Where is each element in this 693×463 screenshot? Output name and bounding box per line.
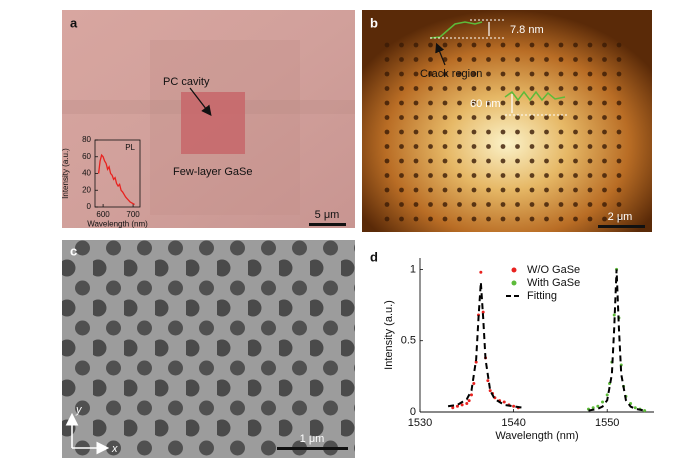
data-point — [512, 404, 516, 408]
legend-label: Fitting — [527, 290, 557, 302]
x-tick-label: 1550 — [595, 417, 619, 429]
panel-label: b — [370, 15, 378, 30]
scalebar-label: 2 μm — [608, 211, 633, 223]
y-tick-label: 80 — [82, 135, 91, 144]
arrow — [189, 87, 212, 117]
x-axis-label: Wavelength (nm) — [495, 430, 578, 442]
scalebar — [598, 225, 645, 228]
y-axis-label: Intensity (a.u.) — [383, 300, 395, 370]
y-tick-label: 0.5 — [401, 335, 416, 347]
scalebar — [309, 223, 346, 226]
data-point — [488, 389, 492, 393]
data-point — [469, 393, 473, 397]
annotation: Crack region — [420, 68, 482, 80]
axis-label: y — [75, 404, 83, 416]
y-tick-label: 40 — [82, 169, 91, 178]
data-point — [596, 404, 600, 408]
y-tick-label: 20 — [82, 185, 91, 194]
y-tick-label: 0 — [87, 202, 92, 211]
y-tick-label: 60 — [82, 152, 91, 161]
height-profile — [429, 21, 483, 39]
panel-a: a PC cavity Few-layer GaSe 5 μm — [62, 10, 355, 228]
panel-label: c — [70, 243, 77, 258]
data-point — [643, 409, 647, 413]
scalebar — [277, 447, 348, 450]
legend-swatch — [511, 267, 517, 273]
height-profile — [504, 90, 566, 102]
legend-swatch — [511, 280, 517, 286]
hole-array — [62, 240, 355, 458]
data-point — [601, 400, 605, 404]
arrow — [435, 42, 446, 66]
annotation: 60 nm — [470, 98, 501, 110]
panel-label: a — [70, 15, 78, 30]
data-point — [481, 310, 485, 314]
pl-line — [97, 153, 135, 206]
hole-array — [378, 36, 630, 228]
x-axis-label: Wavelength (nm) — [87, 220, 148, 229]
annotation: Few-layer GaSe — [173, 166, 252, 178]
scalebar-label: 5 μm — [315, 209, 340, 221]
y-tick-label: 1 — [410, 263, 416, 275]
panel-c: c y x 1 μm — [62, 240, 355, 458]
annotation: PC cavity — [163, 76, 210, 88]
data-point — [474, 360, 478, 364]
axis-label: x — [111, 443, 118, 455]
data-point — [467, 399, 471, 403]
x-tick-label: 1530 — [408, 417, 432, 429]
inset-title: PL — [125, 143, 135, 152]
data-point — [633, 406, 637, 410]
y-axis-label: Intensity (a.u.) — [61, 148, 70, 199]
data-point — [612, 313, 616, 317]
data-point — [502, 400, 506, 404]
y-tick-label: 0 — [410, 406, 416, 418]
data-point — [455, 404, 459, 408]
data-point — [460, 403, 464, 407]
data-point — [479, 270, 483, 274]
x-tick-label: 600 — [96, 210, 110, 219]
panel-label: d — [370, 249, 378, 264]
legend-label: With GaSe — [527, 277, 580, 289]
data-point — [465, 401, 469, 405]
data-point — [591, 406, 595, 410]
panel-b: b 7.8 nm Crack region 60 nm 2 μm — [362, 10, 652, 232]
scalebar-label: 1 μm — [300, 433, 325, 445]
data-point — [451, 406, 455, 410]
data-point — [472, 381, 476, 385]
data-point — [486, 379, 490, 383]
legend-label: W/O GaSe — [527, 264, 580, 276]
x-tick-label: 1540 — [501, 417, 525, 429]
fit-line — [447, 269, 645, 412]
data-point — [605, 393, 609, 397]
pc-cavity — [181, 92, 245, 154]
x-tick-label: 700 — [126, 210, 140, 219]
annotation: 7.8 nm — [510, 24, 544, 36]
